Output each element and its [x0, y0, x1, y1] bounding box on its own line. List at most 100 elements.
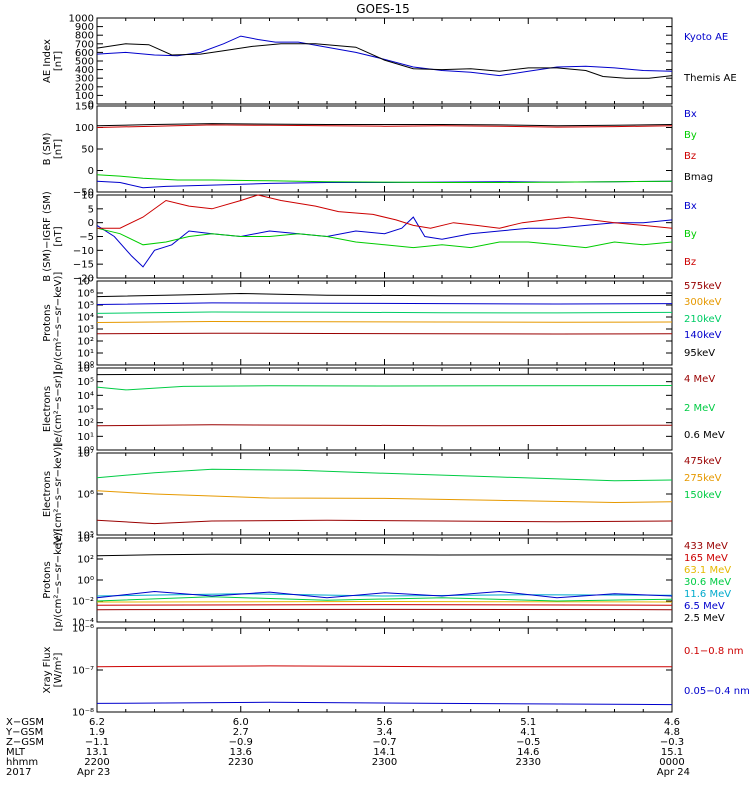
- legend-entry: 275keV: [684, 473, 722, 484]
- legend-entry: 0.1−0.8 nm: [684, 646, 743, 657]
- x-axis-value: 15.1: [661, 747, 683, 758]
- y-tick-label: 100: [75, 123, 94, 134]
- x-axis-value: 6.2: [89, 717, 105, 728]
- y-axis-label: B (SM): [42, 132, 53, 165]
- plot-title: GOES-15: [356, 2, 410, 16]
- y-axis-label: Xray Flux: [42, 646, 53, 693]
- y-tick-label: 0: [88, 100, 94, 111]
- y-tick-label: 10⁰: [77, 576, 94, 587]
- y-axis-label: AE Index: [42, 39, 53, 83]
- y-axis-label: [p/(cm²−s−sr−keV)]: [53, 529, 64, 632]
- series-line-protons2-6: [96, 553, 673, 557]
- y-tick-label: 10⁻⁸: [72, 708, 94, 719]
- y-tick-label: 10⁵: [77, 301, 94, 312]
- x-axis-value: 4.8: [664, 727, 680, 738]
- x-axis-value: Apr 23: [77, 767, 110, 778]
- x-axis-value: Apr 24: [657, 767, 690, 778]
- y-tick-label: 5: [88, 204, 94, 215]
- legend-entry: Bmag: [684, 172, 713, 183]
- legend-entry: 95keV: [684, 348, 715, 359]
- y-tick-label: 10⁴: [77, 391, 94, 402]
- legend-entry: 6.5 MeV: [684, 601, 725, 612]
- y-tick-label: 10¹: [77, 349, 94, 360]
- series-line-bsm-3: [96, 123, 673, 127]
- legend-entry: 433 MeV: [684, 541, 728, 552]
- series-line-protons1-1: [96, 320, 673, 323]
- x-axis-value: −0.9: [229, 737, 253, 748]
- x-axis-value: 2.7: [233, 727, 249, 738]
- legend-entry: 4 MeV: [684, 374, 715, 385]
- y-axis-label: [nT]: [53, 51, 64, 71]
- y-tick-label: 10⁷: [77, 277, 94, 288]
- legend-entry: 0.05−0.4 nm: [684, 686, 750, 697]
- legend-entry: By: [684, 130, 697, 141]
- y-axis-label: [e/(cm²−s−sr)]: [53, 371, 64, 447]
- series-line-bigrf-2: [97, 194, 673, 229]
- panel-frame: [96, 105, 673, 193]
- panel-protons2: 10⁻⁴ 10⁻² 10⁰ 10² 10⁴ Protons [p/(cm²−s−sr−keV…: [42, 529, 731, 632]
- series-line-electrons1-2: [96, 373, 673, 376]
- x-axis-value: −0.7: [372, 737, 396, 748]
- series-line-ae-0: [96, 35, 673, 77]
- x-axis-value: 5.6: [377, 717, 393, 728]
- series-line-bsm-1: [96, 174, 673, 183]
- y-tick-label: 150: [75, 102, 94, 113]
- y-tick-label: 500: [75, 57, 94, 68]
- y-tick-label: 300: [75, 74, 94, 85]
- legend-entry: 0.6 MeV: [684, 430, 725, 441]
- y-tick-label: 0: [88, 166, 94, 177]
- series-line-protons1-4: [96, 292, 673, 298]
- y-tick-label: 1000: [69, 14, 94, 25]
- y-axis-label: [nT]: [53, 226, 64, 246]
- y-axis-label: Protons: [42, 561, 53, 598]
- x-axis-value: 13.1: [86, 747, 108, 758]
- legend-entry: Kyoto AE: [684, 32, 728, 43]
- x-axis-row-label: MLT: [6, 747, 26, 758]
- series-line-electrons2-2: [96, 468, 673, 482]
- x-axis-value: 13.6: [230, 747, 252, 758]
- y-tick-label: 200: [75, 82, 94, 93]
- x-axis-value: 14.6: [517, 747, 539, 758]
- legend-entry: 165 MeV: [684, 553, 728, 564]
- legend-entry: 475keV: [684, 456, 722, 467]
- panel-electrons2: 10⁵ 10⁶ 10⁷ Electrons [e/(cm²−s−sr−keV)] 475k…: [42, 443, 722, 546]
- series-line-electrons2-0: [96, 519, 673, 525]
- y-tick-label: 900: [75, 22, 94, 33]
- legend-entry: 2 MeV: [684, 403, 715, 414]
- x-axis-value: 4.1: [520, 727, 536, 738]
- panel-frame: [96, 367, 673, 451]
- y-axis-label: Protons: [42, 304, 53, 341]
- y-tick-label: 10⁻⁶: [72, 624, 94, 635]
- legend-entry: By: [684, 229, 697, 240]
- y-tick-label: 10⁻²: [72, 597, 94, 608]
- y-tick-label: −20: [73, 274, 94, 285]
- y-tick-label: 10³: [77, 325, 94, 336]
- y-tick-label: 700: [75, 39, 94, 50]
- legend-entry: Bx: [684, 201, 697, 212]
- legend-entry: Themis AE: [683, 73, 737, 84]
- series-line-protons1-0: [96, 332, 673, 335]
- panel-xray: 10⁻⁸ 10⁻⁷ 10⁻⁶ Xray Flux [W/m²] 0.1−0.8 nm 0.0…: [42, 624, 750, 719]
- y-axis-label: [e/(cm²−s−sr−keV)]: [53, 443, 64, 546]
- y-tick-label: 10⁵: [77, 531, 94, 542]
- series-line-protons1-3: [96, 302, 673, 305]
- legend-entry: Bz: [684, 151, 696, 162]
- x-axis-value: 6.0: [233, 717, 249, 728]
- y-axis-label: Electrons: [42, 471, 53, 517]
- x-axis-value: 3.4: [377, 727, 393, 738]
- x-axis-row-label: X−GSM: [6, 717, 44, 728]
- y-tick-label: 10²: [77, 555, 94, 566]
- legend-entry: 11.6 MeV: [684, 589, 731, 600]
- y-tick-label: 10⁴: [77, 313, 94, 324]
- y-tick-label: 10: [81, 191, 94, 202]
- legend-entry: 300keV: [684, 297, 722, 308]
- y-tick-label: −10: [73, 246, 94, 257]
- y-tick-label: 10⁻⁷: [72, 666, 94, 677]
- x-axis-value: 14.1: [373, 747, 395, 758]
- series-line-bigrf-0: [96, 216, 673, 268]
- x-axis-value: −1.1: [85, 737, 109, 748]
- y-axis-label: Electrons: [42, 386, 53, 432]
